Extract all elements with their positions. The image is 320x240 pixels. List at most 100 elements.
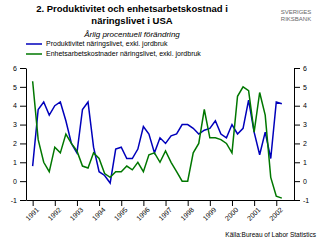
x-axis-tick-label: 1994 <box>91 206 107 222</box>
x-axis: 1991 1992 1993 1994 1995 1996 1997 1998 1999 2000… <box>24 200 294 222</box>
subtitle: Årlig procentuell förändring <box>83 30 180 39</box>
x-axis-tick-mark <box>143 200 144 206</box>
x-axis-tick: 2001 <box>246 200 262 222</box>
y2-axis-tick: 4 <box>294 102 307 109</box>
y-axis-tick-label: 1 <box>13 159 17 166</box>
y-axis-domain <box>26 69 27 201</box>
logo-text: SVERIGESRIKSBANK <box>281 9 312 22</box>
y2-axis-tick: 3 <box>294 121 307 128</box>
y-axis-tick-label: 3 <box>13 121 17 128</box>
legend-label: Enhetsarbetskostnader näringslivet, exkl… <box>46 50 201 58</box>
y2-axis-tick: 1 <box>294 159 307 166</box>
legend: Produktivitet näringslivet, exkl. jordbr… <box>26 40 201 58</box>
x-axis-tick: 1992 <box>46 200 62 222</box>
x-axis-tick-mark <box>99 200 100 206</box>
x-axis-tick: 1997 <box>157 200 173 222</box>
legend-item: Produktivitet näringslivet, exkl. jordbr… <box>26 40 168 48</box>
y2-axis-tick-label: 1 <box>303 159 307 166</box>
y-axis-tick-mark <box>20 200 26 201</box>
y-axis-tick: 6 <box>13 65 26 72</box>
y-axis: -1 0 1 2 3 4 5 6 <box>11 65 27 204</box>
y-axis-tick-mark <box>20 181 26 182</box>
y2-axis-tick-label: 3 <box>303 121 307 128</box>
x-axis-tick-mark <box>210 200 211 206</box>
x-axis-tick-label: 1991 <box>24 206 40 222</box>
x-axis-tick: 1995 <box>113 200 129 222</box>
x-axis-tick-mark <box>232 200 233 206</box>
lines <box>33 81 282 198</box>
y2-axis-tick-label: 6 <box>303 65 307 72</box>
legend-item: Enhetsarbetskostnader näringslivet, exkl… <box>26 50 201 58</box>
legend-swatch <box>26 43 42 45</box>
x-axis-tick-label: 1998 <box>179 206 195 222</box>
y2-axis-tick-mark <box>294 87 300 88</box>
x-axis-tick-label: 1995 <box>113 206 129 222</box>
x-axis-tick-mark <box>254 200 255 206</box>
x-axis-tick-label: 1997 <box>157 206 173 222</box>
y-axis-tick: 3 <box>13 121 26 128</box>
x-axis-tick-mark <box>55 200 56 206</box>
logo-text-line: RIKSBANK <box>281 16 311 22</box>
y-axis-tick-mark <box>20 106 26 107</box>
y2-axis-domain <box>294 69 295 201</box>
y2-axis-tick-mark <box>294 143 300 144</box>
y-axis-tick: 5 <box>13 84 26 91</box>
y-axis-tick-mark <box>20 143 26 144</box>
y2-axis-tick-label: 4 <box>303 102 307 109</box>
x-axis-tick-label: 1993 <box>69 206 85 222</box>
x-axis-tick-label: 2001 <box>246 206 262 222</box>
y2-axis-tick: -1 <box>294 197 309 204</box>
x-axis-tick-label: 1999 <box>201 206 217 222</box>
x-axis-tick-label: 1996 <box>135 206 151 222</box>
y-axis-tick: 2 <box>13 140 26 147</box>
y-axis-tick-mark <box>20 125 26 126</box>
y-axis-tick-label: 6 <box>13 65 17 72</box>
y-axis-tick: 1 <box>13 159 26 166</box>
x-axis-tick: 2002 <box>268 200 284 222</box>
y2-axis-tick-label: 5 <box>303 84 307 91</box>
title: näringslivet i USA <box>91 15 172 26</box>
x-axis-tick: 1994 <box>91 200 107 222</box>
x-axis-tick: 1993 <box>69 200 85 222</box>
y2-axis-tick: 0 <box>294 178 307 185</box>
y2-axis-tick: 2 <box>294 140 307 147</box>
y-axis-tick-mark <box>20 68 26 69</box>
x-axis-tick: 1996 <box>135 200 151 222</box>
y2-axis-tick-mark <box>294 68 300 69</box>
y2-axis-tick-label: -1 <box>303 197 309 204</box>
title: 2. Produktivitet och enhetsarbetskostnad… <box>36 3 228 14</box>
y-axis-tick-label: 5 <box>13 84 17 91</box>
y2-axis-tick: 6 <box>294 65 307 72</box>
x-axis-tick-label: 2002 <box>268 206 284 222</box>
x-axis-tick-label: 1992 <box>46 206 62 222</box>
y-axis-tick-label: 2 <box>13 140 17 147</box>
y-axis-tick-label: 4 <box>13 102 17 109</box>
x-axis-tick-mark <box>276 200 277 206</box>
y2-axis-tick-mark <box>294 162 300 163</box>
y2-axis-tick-mark <box>294 106 300 107</box>
chart: 2. Produktivitet och enhetsarbetskostnad… <box>0 0 320 240</box>
source: Källa:Bureau of Labor Statistics <box>225 231 316 238</box>
x-axis-tick: 1999 <box>201 200 217 222</box>
x-axis-tick-mark <box>166 200 167 206</box>
y-axis-tick: 0 <box>13 178 26 185</box>
logo-text-line: SVERIGES <box>281 9 312 15</box>
y2-axis-tick-mark <box>294 181 300 182</box>
y-axis-tick-label: -1 <box>11 197 17 204</box>
series-line <box>33 81 282 198</box>
y-axis-tick-mark <box>20 162 26 163</box>
x-axis-tick-label: 2000 <box>224 206 240 222</box>
y-axis-tick: -1 <box>11 197 26 204</box>
y-axis-tick-mark <box>20 87 26 88</box>
x-axis-tick: 1991 <box>24 200 40 222</box>
y2-axis-tick-mark <box>294 200 300 201</box>
plot-area: 1991 1992 1993 1994 1995 1996 1997 1998 1999 2000… <box>11 65 310 222</box>
y2-axis: -1 0 1 2 3 4 5 6 <box>294 65 309 204</box>
x-axis-tick-mark <box>77 200 78 206</box>
x-axis-tick: 2000 <box>224 200 240 222</box>
x-axis-tick-mark <box>188 200 189 206</box>
x-axis-tick-mark <box>33 200 34 206</box>
x-axis-tick-mark <box>121 200 122 206</box>
y2-axis-tick-label: 2 <box>303 140 307 147</box>
legend-label: Produktivitet näringslivet, exkl. jordbr… <box>46 40 168 48</box>
